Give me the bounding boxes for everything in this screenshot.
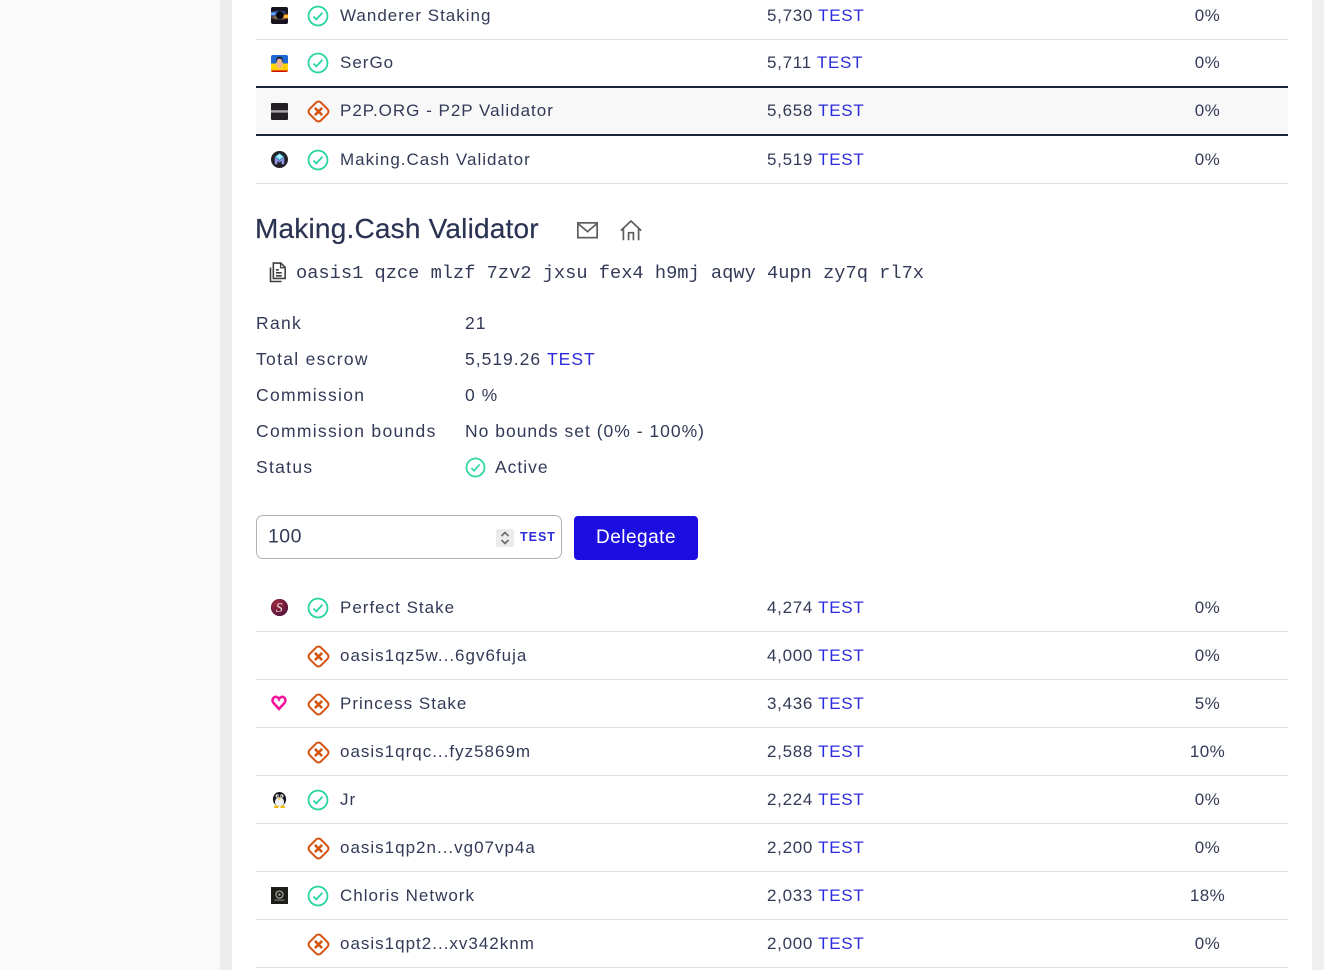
svg-text:S: S: [276, 600, 283, 615]
